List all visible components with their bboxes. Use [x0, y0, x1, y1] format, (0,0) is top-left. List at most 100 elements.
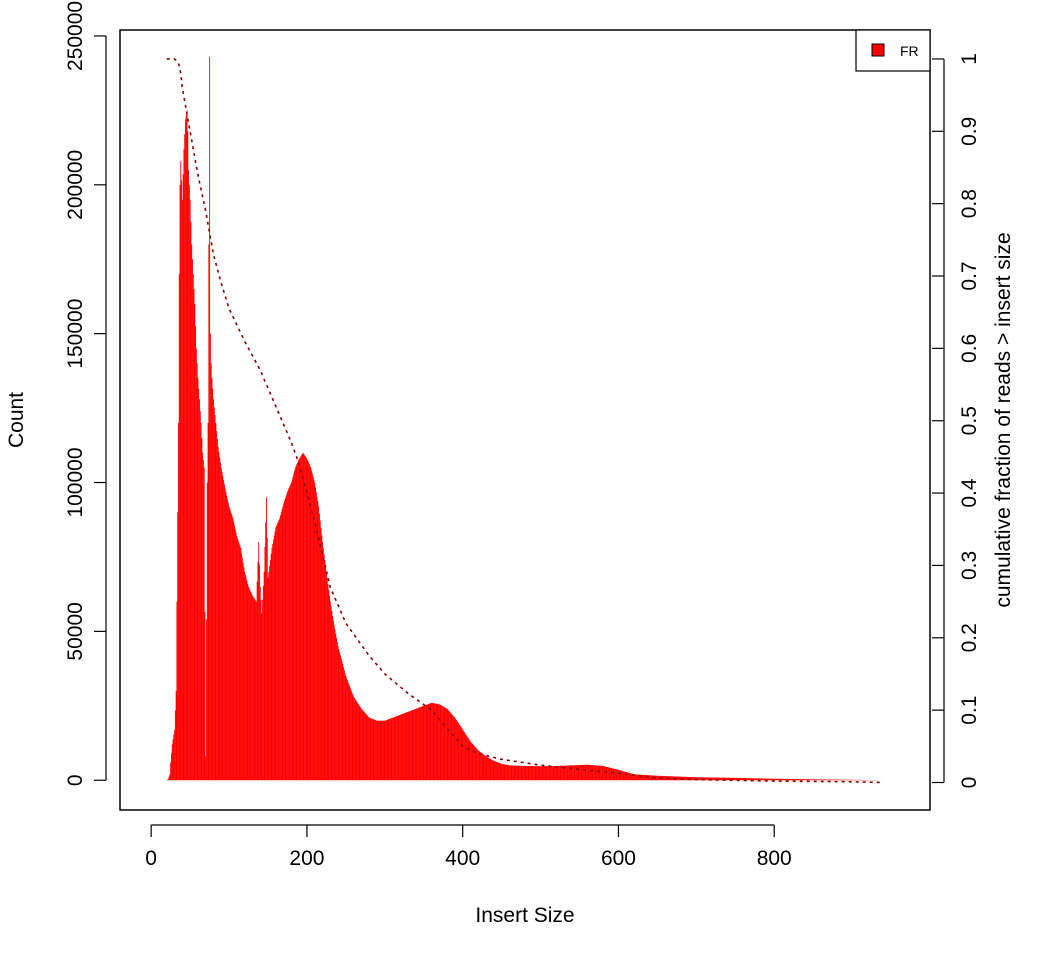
histogram-bar [413, 709, 415, 781]
histogram-bar [690, 777, 692, 781]
histogram-bar [429, 703, 431, 781]
histogram-bar [191, 244, 193, 781]
histogram-bar [804, 779, 806, 781]
histogram-bar [425, 704, 427, 781]
histogram-bar [605, 766, 607, 781]
histogram-bar [751, 778, 753, 781]
histogram-bar [385, 720, 387, 781]
histogram-bar [611, 768, 612, 781]
histogram-bar [770, 778, 772, 781]
histogram-bar [257, 561, 259, 781]
histogram-bar [395, 716, 397, 781]
histogram-bar [276, 525, 278, 781]
histogram-bar [819, 779, 821, 781]
histogram-bar [304, 456, 306, 781]
histogram-bar [598, 765, 600, 781]
histogram-bar [458, 723, 460, 781]
histogram-bar [343, 667, 345, 781]
histogram-bar [283, 500, 285, 781]
histogram-bar [268, 571, 270, 781]
histogram-bar [206, 482, 208, 781]
histogram-bar [374, 719, 376, 781]
histogram-bar [643, 774, 645, 781]
histogram-bar [560, 765, 562, 781]
histogram-bar [347, 680, 348, 781]
histogram-bar [263, 571, 265, 781]
histogram-bar [613, 768, 615, 781]
histogram-bar [471, 743, 473, 781]
histogram-bar [380, 720, 382, 781]
histogram-bar [578, 765, 580, 781]
histogram-bar [569, 765, 571, 781]
histogram-bar [509, 765, 510, 781]
histogram-bar [459, 724, 461, 781]
histogram-bar [451, 714, 453, 781]
histogram-bar [528, 766, 530, 781]
histogram-bar [750, 778, 752, 781]
histogram-bar [755, 778, 757, 781]
histogram-bar [227, 499, 228, 781]
histogram-bar [181, 180, 183, 781]
histogram-bar [645, 775, 647, 781]
histogram-bar [589, 764, 591, 781]
histogram-bar [531, 766, 533, 781]
histogram-bar [307, 460, 309, 781]
histogram-bar [167, 778, 169, 781]
histogram-bar [432, 703, 434, 781]
histogram-bar [435, 703, 437, 781]
histogram-bar [224, 488, 226, 781]
histogram-bar [399, 714, 401, 781]
histogram-bar [450, 713, 452, 781]
histogram-bar [437, 704, 439, 781]
histogram-bar [277, 521, 279, 781]
histogram-bar [766, 778, 768, 781]
histogram-bar [748, 778, 750, 781]
histogram-bar [769, 778, 771, 781]
histogram-bar [177, 512, 179, 781]
histogram-bar [512, 765, 514, 781]
histogram-bar [611, 768, 613, 781]
histogram-bar [587, 764, 589, 781]
histogram-bar [492, 760, 494, 781]
histogram-bar [169, 774, 171, 781]
histogram-bar [533, 766, 535, 781]
histogram-bar [604, 766, 606, 781]
histogram-bar [535, 766, 537, 781]
histogram-bar [745, 778, 747, 781]
histogram-bar [716, 777, 718, 781]
histogram-bar [590, 764, 591, 781]
histogram-bar [790, 779, 792, 781]
histogram-bar [616, 769, 618, 781]
cumulative-fraction-line [166, 58, 884, 784]
histogram-bar [508, 765, 510, 781]
histogram-bar [199, 399, 200, 781]
histogram-bar [392, 717, 394, 781]
histogram-bar [596, 765, 598, 781]
histogram-bar [192, 259, 193, 781]
histogram-bar [404, 712, 406, 781]
histogram-bar [456, 721, 458, 781]
histogram-bar [439, 704, 441, 781]
histogram-bar [381, 720, 383, 781]
histogram-bar [264, 547, 266, 781]
histogram-bar [614, 769, 616, 781]
y-tick-label: 250000 [64, 1, 87, 71]
histogram-bar [524, 765, 526, 781]
histogram-bar [731, 777, 733, 781]
histogram-bar [358, 705, 360, 781]
histogram-bar [829, 779, 831, 781]
histogram-bar [402, 713, 404, 781]
histogram-bar [579, 765, 581, 781]
histogram-bar [336, 642, 338, 781]
histogram-bar [251, 593, 253, 781]
histogram-bar [546, 766, 548, 781]
histogram-bar [452, 715, 454, 781]
histogram-bar [791, 779, 793, 781]
histogram-bar [733, 777, 735, 781]
histogram-bar [284, 498, 286, 781]
histogram-bar [832, 779, 834, 781]
histogram-bar [577, 765, 579, 781]
y2-tick-label: 0.8 [958, 189, 981, 218]
histogram-bar [256, 581, 258, 781]
histogram-bar [195, 326, 197, 781]
